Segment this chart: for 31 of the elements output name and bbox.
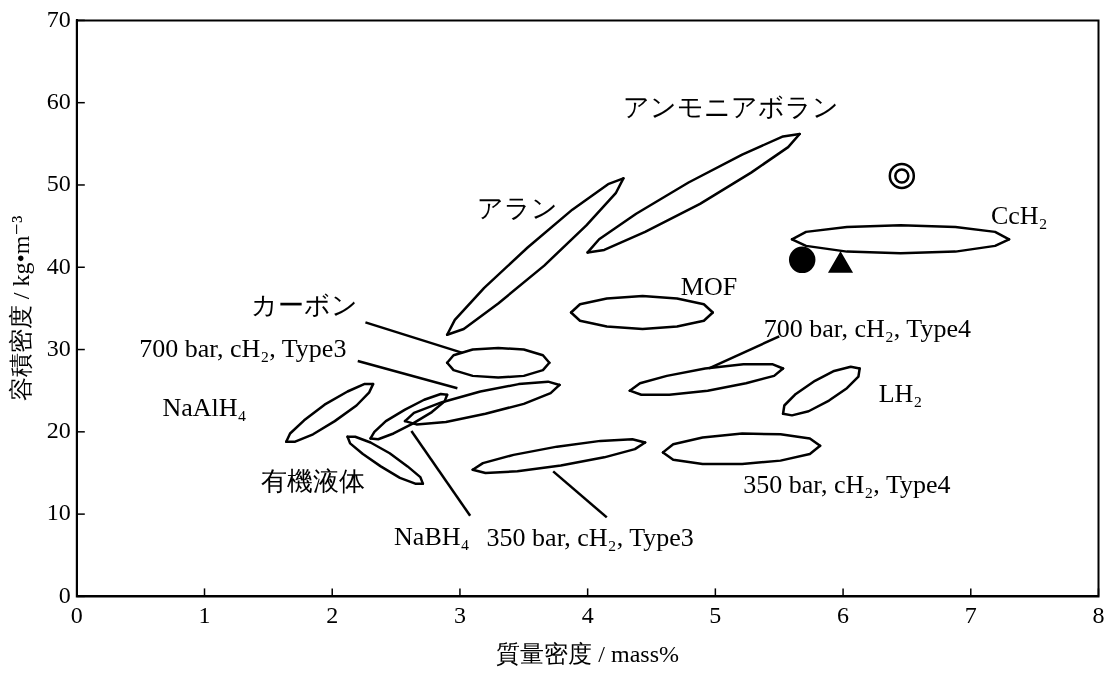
text: NaBH₄ [394,521,470,551]
y-tick-label: 70 [46,5,71,32]
y-tick-label: 10 [46,499,71,526]
y-tick-label: 50 [46,170,71,197]
y-tick-label: 40 [46,252,71,279]
y-tick-label: 0 [58,581,71,608]
y-axis-title: 容積密度 / kg•m⁻³ [7,215,34,402]
series-label: NaAlH₄ [162,392,247,422]
x-tick-label: 5 [709,602,722,629]
x-tick-label: 6 [837,602,850,629]
series-label: アンモニアボラン [622,93,839,123]
text: カーボン [250,291,358,321]
series-label: 700 bar, cH₂, Type4 [763,313,971,343]
x-tick-label: 1 [198,602,211,629]
y-tick-label: 30 [46,334,71,361]
x-tick-label: 2 [326,602,339,629]
text: 700 bar, cH₂, Type3 [139,334,347,364]
y-tick-label: 60 [46,87,71,114]
series-label: LH₂ [878,378,923,408]
series-label: 有機液体 [261,466,366,496]
x-tick-label: 4 [581,602,594,629]
y-tick-label: 20 [46,417,71,444]
x-axis-title: 質量密度 / mass% [496,640,679,667]
x-tick-label: 8 [1092,602,1105,629]
x-tick-label: 3 [453,602,466,629]
text: 350 bar, cH₂, Type3 [486,522,694,552]
x-tick-label: 7 [964,602,977,629]
series-label: アラン [476,194,558,224]
series-label: MOF [680,272,738,302]
series-label: 350 bar, cH₂, Type4 [743,469,951,499]
series-label: CcH₂ [990,200,1048,230]
